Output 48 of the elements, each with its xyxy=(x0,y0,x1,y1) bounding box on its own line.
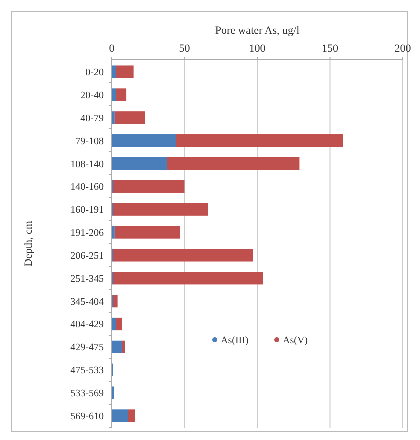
bar xyxy=(176,134,344,148)
bar xyxy=(112,66,116,78)
y-tick-label: 79-108 xyxy=(76,136,104,148)
x-tick-label: 0 xyxy=(109,43,116,55)
bar xyxy=(112,88,116,102)
bar xyxy=(112,112,115,124)
x-tick-label: 100 xyxy=(249,43,266,55)
bar xyxy=(116,66,134,78)
y-tick-label: 108-140 xyxy=(70,159,104,170)
bar xyxy=(116,318,122,331)
y-tick-label: 0-20 xyxy=(86,68,104,79)
y-axis-title: Depth, cm xyxy=(23,220,35,267)
y-tick-label: 429-475 xyxy=(70,342,104,354)
x-tick-label: 150 xyxy=(322,43,339,55)
legend-label: As(III) xyxy=(221,336,249,346)
y-tick-label: 533-569 xyxy=(70,388,104,400)
y-tick-label: 20-40 xyxy=(80,90,104,102)
bar xyxy=(112,410,128,422)
bar xyxy=(113,295,118,308)
x-axis-title: Pore water As, ug/l xyxy=(215,25,300,37)
y-tick-label: 160-191 xyxy=(70,205,104,216)
y-tick-label: 345-404 xyxy=(70,296,104,308)
bar xyxy=(167,157,300,170)
y-tick-label: 569-610 xyxy=(70,411,104,422)
y-tick-label: 206-251 xyxy=(70,250,104,262)
bar xyxy=(113,272,264,285)
x-tick-label: 200 xyxy=(394,43,412,55)
bar xyxy=(112,134,176,148)
bar xyxy=(116,88,127,102)
bar xyxy=(122,340,126,354)
bar xyxy=(114,226,180,239)
bar xyxy=(112,318,116,331)
bar xyxy=(112,157,168,170)
bar xyxy=(112,340,122,354)
bar xyxy=(113,203,208,216)
y-tick-label: 475-533 xyxy=(70,366,104,377)
y-tick-label: 191-206 xyxy=(70,228,104,240)
y-tick-label: 404-429 xyxy=(70,320,104,331)
legend-label: As(V) xyxy=(283,336,308,346)
bar xyxy=(112,226,115,239)
bar xyxy=(114,112,146,124)
y-tick-label: 251-345 xyxy=(70,274,104,285)
y-tick-label: 140-160 xyxy=(70,182,104,194)
bar xyxy=(113,249,254,262)
y-tick-label: 40-79 xyxy=(80,113,104,124)
x-tick-label: 50 xyxy=(179,43,191,55)
bar xyxy=(113,180,185,193)
bar xyxy=(128,410,136,422)
